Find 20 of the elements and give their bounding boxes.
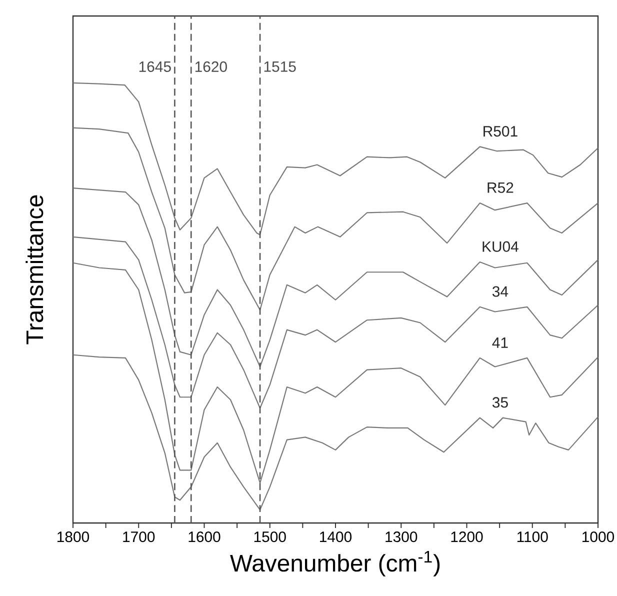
x-tick-label: 1500 (254, 532, 286, 542)
series-label: 35 (492, 397, 508, 408)
x-tick-label: 1000 (582, 532, 614, 542)
series-label: R52 (488, 182, 514, 193)
x-tick-label: 1100 (517, 532, 548, 542)
ref-line-label: 1620 (195, 61, 227, 72)
x-tick-label: 1700 (123, 532, 155, 542)
series-label: 34 (492, 286, 508, 297)
series-label: 41 (492, 338, 508, 348)
x-tick-label: 1600 (188, 532, 220, 542)
y-axis-title: Transmittance (26, 195, 44, 344)
ref-line-label: 1515 (264, 61, 296, 72)
ref-line-label: 1645 (139, 61, 171, 72)
x-tick-label: 1800 (58, 532, 90, 542)
x-tick-label: 1200 (451, 532, 483, 542)
series-label: R501 (484, 126, 518, 137)
x-axis-title: Wavenumber (cm$^{-1}$) (230, 550, 440, 576)
x-tick-label: 1400 (320, 532, 352, 542)
x-tick-label: 1300 (386, 532, 418, 542)
series-label: KU04 (482, 241, 518, 252)
